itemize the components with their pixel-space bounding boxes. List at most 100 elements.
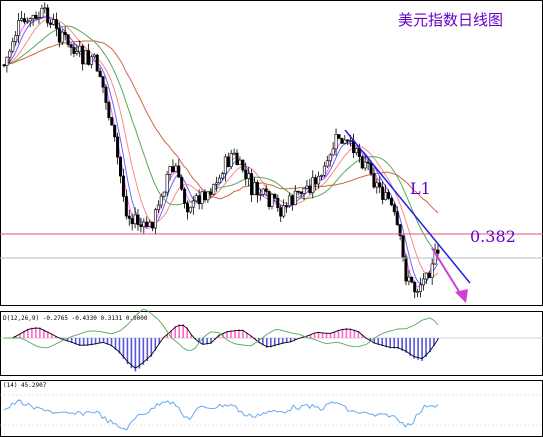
candle-body [40,7,44,18]
candle-body [2,64,6,67]
candle-body [14,35,18,42]
candle-body [180,177,184,190]
candle-body [43,7,47,10]
candle-body [407,276,411,282]
candle-body [104,86,108,103]
candle-body [223,156,227,175]
ma-mid [3,18,439,278]
candle-body [241,159,245,171]
candle-body [54,19,58,29]
ma-slower [3,40,439,214]
candle-body [148,221,152,227]
candle-body [395,211,399,225]
candle-body [69,44,73,48]
candle-body [37,17,41,19]
candle-body [346,139,350,142]
candle-body [427,272,431,278]
candle-body [285,205,289,207]
candle-body [258,193,262,196]
candle-body [130,218,134,225]
candle-body [89,56,93,65]
candle-body [244,169,248,179]
candle-body [72,47,76,54]
candle-body [410,276,414,283]
candle-body [229,153,233,167]
candle-body [430,263,434,278]
candle-body [328,154,332,162]
candle-body [302,188,306,194]
candle-body [5,56,9,66]
candle-body [340,137,344,144]
candle-body [113,124,117,138]
candle-body [116,136,120,158]
candle-body [392,204,396,212]
candle-body [60,31,64,43]
candle-body [28,18,32,22]
candle-body [101,76,105,88]
candle-body [247,173,251,179]
candlesticks [2,2,440,299]
candle-body [191,200,195,208]
candle-body [308,185,312,194]
candle-body [81,45,85,65]
candle-body [107,102,111,118]
candle-body [334,134,338,150]
candle-body [413,281,417,293]
candle-body [177,165,181,178]
candle-body [206,191,210,201]
candle-body [66,34,70,45]
candle-body [299,191,303,194]
candle-body [317,175,321,185]
candle-body [183,188,187,204]
candle-body [421,278,425,286]
candle-body [200,191,204,205]
candle-body [314,177,318,185]
candle-body [171,166,175,173]
candle-body [255,181,259,196]
candle-body [293,190,297,206]
candle-body [110,117,114,126]
candle-body [331,148,335,156]
candle-body [124,196,128,217]
candle-body [8,50,12,58]
chart-title: 美元指数日线图 [398,11,503,29]
candle-body [381,186,385,200]
candle-body [404,256,408,282]
candle-body [238,159,242,165]
candle-body [267,191,271,207]
rsi-path [3,399,439,431]
candle-body [322,165,326,176]
candle-body [319,174,323,177]
candle-body [436,249,440,254]
candle-body [378,182,382,188]
candle-body [78,45,82,52]
candle-body [121,175,125,197]
candle-body [209,191,213,195]
rsi-panel-frame [0,380,543,437]
candle-body [369,162,373,174]
signal-line [4,308,439,351]
candle-body [343,139,347,144]
candle-body [98,70,102,77]
main-panel-frame [0,0,543,306]
candle-body [136,214,140,225]
trend-line-l1 [344,129,471,284]
macd-signal-lines [4,308,439,369]
candle-body [31,15,35,19]
candle-body [375,182,379,188]
candle-body [416,291,420,293]
candle-body [52,19,56,25]
projection-arrow [431,247,468,303]
candle-body [363,161,367,169]
candle-body [156,204,160,211]
candle-body [22,18,26,23]
candle-body [95,54,99,72]
candle-body [433,249,437,265]
candle-body [372,173,376,188]
candle-body [127,215,131,219]
candle-body [203,191,207,201]
candle-body [366,161,370,164]
candle-body [325,160,329,167]
candle-body [261,188,265,195]
candle-body [270,193,274,207]
